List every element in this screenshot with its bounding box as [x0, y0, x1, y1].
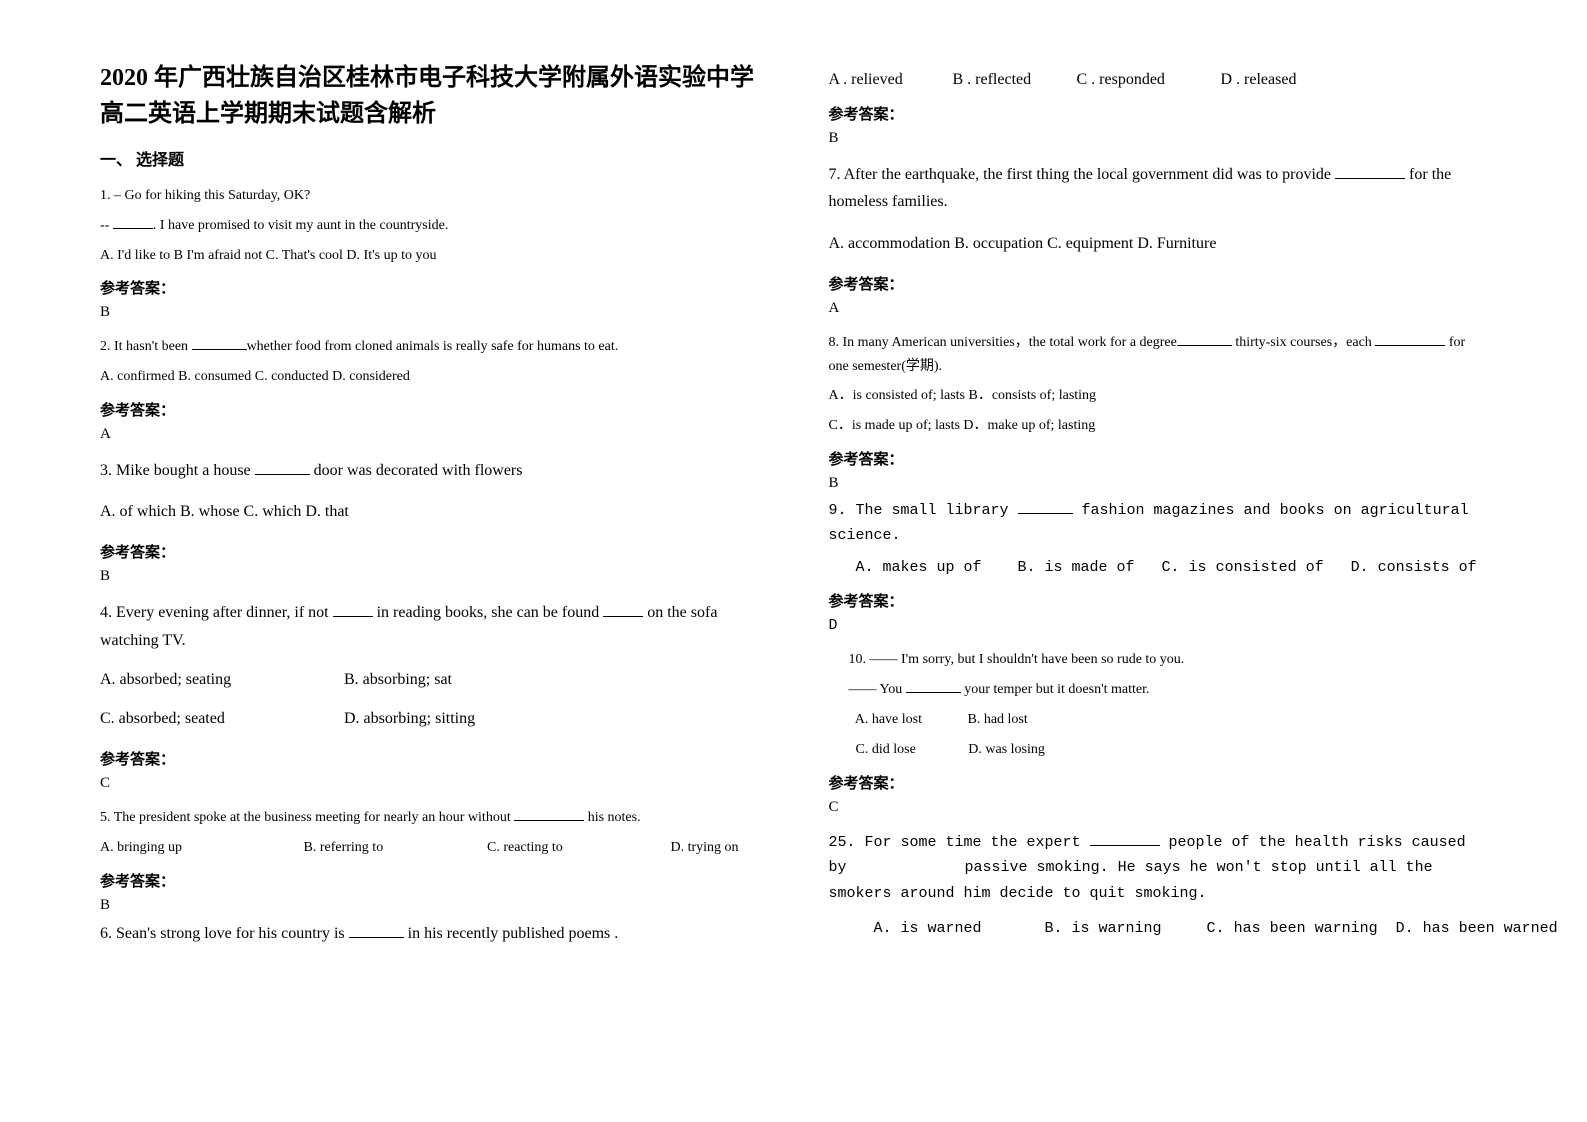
question-25-opts: A. is warned B. is warning C. has been w…: [829, 916, 1488, 942]
q2-pre: 2. It hasn't been: [100, 339, 192, 354]
question-3: 3. Mike bought a house door was decorate…: [100, 457, 759, 484]
q7-pre: 7. After the earthquake, the first thing…: [829, 166, 1336, 183]
answer-label: 参考答案：: [829, 772, 1488, 793]
question-8-opts-ab: A．is consisted of; lasts B．consists of; …: [829, 384, 1488, 408]
question-8: 8. In many American universities，the tot…: [829, 331, 1488, 379]
q6-opt-c: C . responded: [1077, 66, 1217, 93]
question-10-line1: 10. —— I'm sorry, but I shouldn't have b…: [829, 648, 1488, 672]
page-columns: 2020 年广西壮族自治区桂林市电子科技大学附属外语实验中学高二英语上学期期末试…: [100, 60, 1487, 953]
answer-label: 参考答案：: [829, 103, 1488, 124]
q5-opt-c: C. reacting to: [487, 836, 667, 860]
blank: [192, 335, 247, 350]
answer-label: 参考答案：: [829, 448, 1488, 469]
answer-2: A: [100, 426, 759, 443]
q10-post: your temper but it doesn't matter.: [961, 682, 1150, 697]
q8-pre: 8. In many American universities，the tot…: [829, 335, 1177, 350]
question-4-opts-cd: C. absorbed; seated D. absorbing; sittin…: [100, 705, 759, 732]
answer-5: B: [100, 897, 759, 914]
q9-pre: 9. The small library: [829, 502, 1018, 519]
q4-opt-a: A. absorbed; seating: [100, 666, 340, 693]
question-2-opts: A. confirmed B. consumed C. conducted D.…: [100, 365, 759, 389]
q4-pre: 4. Every evening after dinner, if not: [100, 604, 333, 621]
page-title: 2020 年广西壮族自治区桂林市电子科技大学附属外语实验中学高二英语上学期期末试…: [100, 60, 759, 132]
q25-pre: 25. For some time the expert: [829, 834, 1090, 851]
q4-opt-d: D. absorbing; sitting: [344, 710, 475, 727]
section-heading: 一、 选择题: [100, 146, 759, 170]
blank: [603, 602, 643, 617]
left-column: 2020 年广西壮族自治区桂林市电子科技大学附属外语实验中学高二英语上学期期末试…: [100, 60, 759, 953]
answer-3: B: [100, 568, 759, 585]
question-4: 4. Every evening after dinner, if not in…: [100, 599, 759, 653]
blank: [1018, 499, 1073, 514]
question-10-opts-cd: C. did lose D. was losing: [829, 738, 1488, 762]
q5-pre: 5. The president spoke at the business m…: [100, 810, 514, 825]
q5-opt-b: B. referring to: [304, 836, 484, 860]
question-8-opts-cd: C．is made up of; lasts D．make up of; las…: [829, 414, 1488, 438]
q5-opt-a: A. bringing up: [100, 836, 300, 860]
question-7-opts: A. accommodation B. occupation C. equipm…: [829, 230, 1488, 257]
blank: [349, 923, 404, 938]
answer-6: B: [829, 130, 1488, 147]
blank: [1375, 331, 1445, 346]
blank: [255, 460, 310, 475]
right-column: A . relieved B . reflected C . responded…: [829, 60, 1488, 953]
question-5-opts: A. bringing up B. referring to C. reacti…: [100, 836, 759, 860]
answer-label: 参考答案：: [100, 748, 759, 769]
q1-pre: --: [100, 218, 113, 233]
question-9-opts: A. makes up of B. is made of C. is consi…: [829, 555, 1488, 581]
question-2: 2. It hasn't been whether food from clon…: [100, 335, 759, 359]
question-5: 5. The president spoke at the business m…: [100, 806, 759, 830]
q1-post: . I have promised to visit my aunt in th…: [153, 218, 449, 233]
q8-mid: thirty-six courses，each: [1232, 335, 1375, 350]
question-4-opts-ab: A. absorbed; seating B. absorbing; sat: [100, 666, 759, 693]
q5-post: his notes.: [584, 810, 640, 825]
answer-1: B: [100, 304, 759, 321]
q6-opt-d: D . released: [1221, 71, 1297, 88]
blank: [1335, 164, 1405, 179]
answer-label: 参考答案：: [100, 870, 759, 891]
q6-pre: 6. Sean's strong love for his country is: [100, 925, 349, 942]
answer-9: D: [829, 617, 1488, 634]
blank: [1177, 331, 1232, 346]
q4-opt-b: B. absorbing; sat: [344, 671, 452, 688]
question-1-line1: 1. – Go for hiking this Saturday, OK?: [100, 184, 759, 208]
question-6: 6. Sean's strong love for his country is…: [100, 920, 759, 947]
question-10-line2: —— You your temper but it doesn't matter…: [829, 678, 1488, 702]
question-3-opts: A. of which B. whose C. which D. that: [100, 498, 759, 525]
blank: [113, 214, 153, 229]
answer-label: 参考答案：: [100, 277, 759, 298]
q3-pre: 3. Mike bought a house: [100, 462, 255, 479]
answer-label: 参考答案：: [829, 273, 1488, 294]
q6-opt-b: B . reflected: [953, 66, 1073, 93]
blank: [906, 678, 961, 693]
q4-mid: in reading books, she can be found: [373, 604, 604, 621]
question-6-opts: A . relieved B . reflected C . responded…: [829, 66, 1488, 93]
answer-8: B: [829, 475, 1488, 492]
answer-label: 参考答案：: [829, 590, 1488, 611]
answer-7: A: [829, 300, 1488, 317]
blank: [1090, 831, 1160, 846]
q25-post: passive smoking. He says he won't stop u…: [829, 859, 1433, 902]
answer-10: C: [829, 799, 1488, 816]
q5-opt-d: D. trying on: [671, 840, 739, 855]
q10-pre: —— You: [849, 682, 906, 697]
question-9: 9. The small library fashion magazines a…: [829, 498, 1488, 549]
q2-post: whether food from cloned animals is real…: [247, 339, 619, 354]
answer-label: 参考答案：: [100, 541, 759, 562]
blank: [514, 806, 584, 821]
blank: [333, 602, 373, 617]
answer-4: C: [100, 775, 759, 792]
q3-post: door was decorated with flowers: [310, 462, 523, 479]
q4-opt-c: C. absorbed; seated: [100, 705, 340, 732]
question-1-opts: A. I'd like to B I'm afraid not C. That'…: [100, 244, 759, 268]
question-7: 7. After the earthquake, the first thing…: [829, 161, 1488, 215]
question-10-opts-ab: A. have lost B. had lost: [829, 708, 1488, 732]
q6-post: in his recently published poems .: [404, 925, 619, 942]
q6-opt-a: A . relieved: [829, 66, 949, 93]
question-25: 25. For some time the expert people of t…: [829, 830, 1488, 907]
answer-label: 参考答案：: [100, 399, 759, 420]
question-1-line2: -- . I have promised to visit my aunt in…: [100, 214, 759, 238]
